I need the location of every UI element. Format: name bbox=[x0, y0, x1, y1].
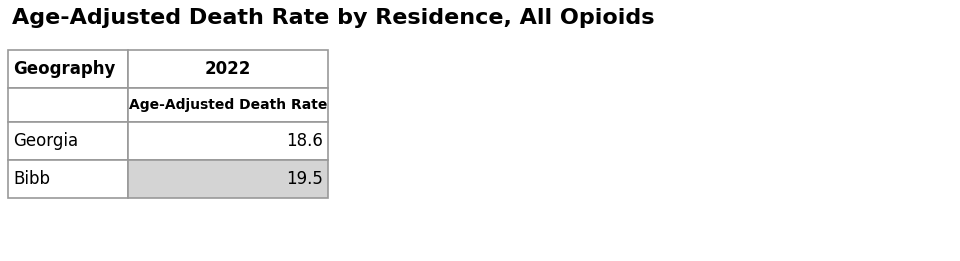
Text: Age-Adjusted Death Rate: Age-Adjusted Death Rate bbox=[129, 98, 327, 112]
Text: Age-Adjusted Death Rate by Residence, All Opioids: Age-Adjusted Death Rate by Residence, Al… bbox=[12, 8, 655, 28]
Text: 18.6: 18.6 bbox=[286, 132, 323, 150]
Text: Bibb: Bibb bbox=[13, 170, 50, 188]
Text: 19.5: 19.5 bbox=[286, 170, 323, 188]
Text: Georgia: Georgia bbox=[13, 132, 78, 150]
Text: 2022: 2022 bbox=[204, 60, 252, 78]
Text: Geography: Geography bbox=[13, 60, 115, 78]
